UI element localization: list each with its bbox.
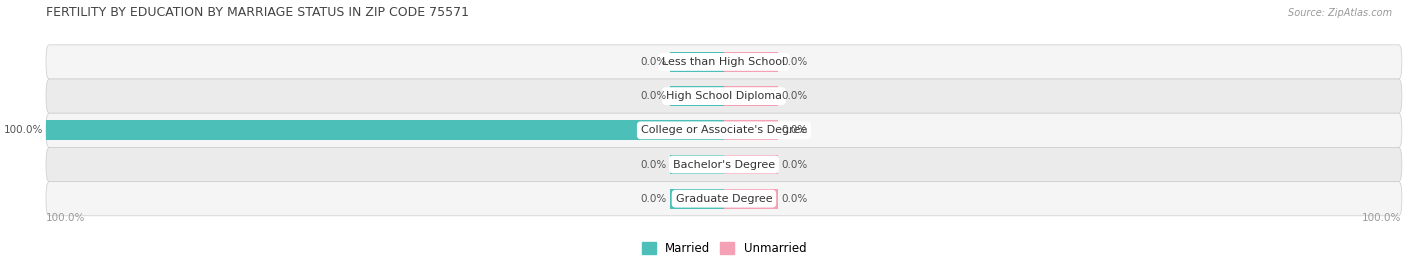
Bar [724,189,778,209]
Text: 100.0%: 100.0% [1362,213,1402,223]
Bar [669,189,724,209]
Bar [669,189,724,209]
Bar [724,52,778,72]
Bar [724,189,778,209]
Bar [724,155,778,174]
Text: 0.0%: 0.0% [782,125,808,135]
Bar [669,86,724,106]
Text: 0.0%: 0.0% [640,57,666,67]
Bar [669,155,724,174]
FancyBboxPatch shape [46,182,1402,216]
Text: Graduate Degree: Graduate Degree [676,194,772,204]
Text: College or Associate's Degree: College or Associate's Degree [641,125,807,135]
Bar [669,120,724,140]
FancyBboxPatch shape [46,113,1402,147]
Legend: Married, Unmarried: Married, Unmarried [637,237,811,259]
Text: 100.0%: 100.0% [3,125,42,135]
Text: 0.0%: 0.0% [782,57,808,67]
Text: High School Diploma: High School Diploma [666,91,782,101]
Text: 0.0%: 0.0% [640,159,666,169]
Bar [669,52,724,72]
Bar [724,155,778,174]
Text: 100.0%: 100.0% [46,213,86,223]
Text: 0.0%: 0.0% [782,194,808,204]
Bar [724,86,778,106]
Text: 0.0%: 0.0% [782,91,808,101]
Text: 0.0%: 0.0% [640,91,666,101]
Bar [669,52,724,72]
Text: Source: ZipAtlas.com: Source: ZipAtlas.com [1288,8,1392,18]
Bar [724,120,778,140]
Bar [669,86,724,106]
Bar [724,86,778,106]
Bar [724,52,778,72]
FancyBboxPatch shape [46,45,1402,79]
Text: 0.0%: 0.0% [782,159,808,169]
Text: 0.0%: 0.0% [640,194,666,204]
Bar [669,155,724,174]
Text: Less than High School: Less than High School [662,57,786,67]
Bar [724,120,778,140]
Text: FERTILITY BY EDUCATION BY MARRIAGE STATUS IN ZIP CODE 75571: FERTILITY BY EDUCATION BY MARRIAGE STATU… [46,6,470,19]
Bar [46,120,724,140]
FancyBboxPatch shape [46,147,1402,182]
Text: Bachelor's Degree: Bachelor's Degree [673,159,775,169]
FancyBboxPatch shape [46,79,1402,113]
